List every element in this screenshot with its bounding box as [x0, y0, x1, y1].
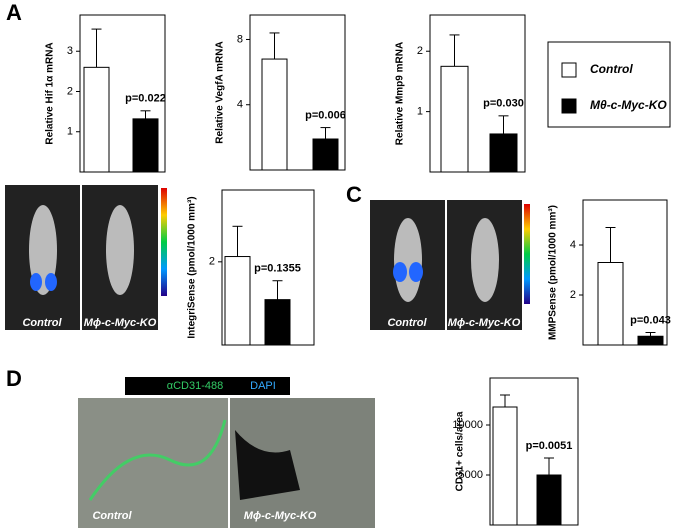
- y-tick-label: 2: [417, 45, 423, 57]
- bar: [637, 335, 664, 346]
- bar: [261, 58, 288, 171]
- bar: [440, 65, 469, 173]
- bar: [224, 256, 251, 346]
- y-axis-label: CD31+ cells/area: [455, 411, 466, 491]
- y-axis-label: Relative Hif 1α mRNA: [45, 42, 56, 144]
- p-value: p=0.043: [630, 314, 671, 326]
- y-tick-label: 1: [417, 106, 423, 118]
- y-tick-label: 8: [237, 33, 243, 45]
- mouse: [394, 218, 422, 302]
- plot-frame: [582, 199, 668, 346]
- y-tick-label: 10000: [452, 419, 483, 431]
- dark-region: [235, 430, 300, 500]
- bar: [492, 406, 518, 526]
- bar: [597, 262, 624, 346]
- plot-frame: [429, 14, 526, 173]
- p-value: p=0.0051: [526, 440, 573, 452]
- panel-letter: A: [6, 0, 22, 25]
- legend-box: [547, 41, 671, 128]
- bar: [312, 138, 339, 171]
- image-caption: Mϕ-c-Myc-KO: [244, 510, 317, 522]
- signal: [30, 273, 42, 291]
- mouse: [29, 205, 57, 295]
- bar: [132, 118, 159, 173]
- plot-frame: [489, 377, 579, 526]
- panel-letter: D: [6, 366, 22, 391]
- y-axis-label: IntegriSense (pmol/1000 mm³): [187, 196, 198, 338]
- image-caption: Control: [387, 317, 427, 329]
- p-value: p=0.1355: [254, 263, 301, 275]
- y-axis-label: Relative VegfA mRNA: [215, 41, 226, 143]
- signal: [409, 262, 423, 282]
- legend-label: Control: [590, 62, 633, 76]
- p-value: p=0.030: [483, 98, 524, 110]
- signal: [45, 273, 57, 291]
- color-scale: [161, 188, 167, 296]
- y-axis-label: MMPSense (pmol/1000 mm³): [548, 205, 559, 340]
- y-tick-label: 4: [237, 99, 243, 111]
- y-tick-label: 3: [67, 45, 73, 57]
- mouse: [471, 218, 499, 302]
- y-tick-label: 2: [67, 85, 73, 97]
- mouse: [106, 205, 134, 295]
- stain-label: DAPI: [250, 380, 276, 392]
- p-value: p=0.022: [125, 93, 166, 105]
- y-tick-label: 2: [209, 256, 215, 268]
- bar: [264, 299, 291, 346]
- stain-label-box: [125, 377, 290, 395]
- bar: [489, 133, 518, 173]
- legend-swatch: [561, 62, 577, 78]
- image-caption: Control: [22, 317, 62, 329]
- bar: [536, 474, 562, 526]
- bar: [83, 66, 110, 173]
- y-tick-label: 5000: [459, 469, 483, 481]
- y-tick-label: 1: [67, 126, 73, 138]
- stain-label: αCD31-488: [167, 380, 224, 392]
- image: [78, 398, 228, 528]
- image-caption: Control: [92, 510, 132, 522]
- image-caption: Mϕ-c-Myc-KO: [448, 317, 521, 329]
- legend-label: Mθ-c-Myc-KO: [590, 98, 667, 112]
- plot-frame: [249, 14, 346, 171]
- vessel: [88, 419, 227, 501]
- plot-frame: [79, 14, 166, 173]
- signal: [393, 262, 407, 282]
- y-axis-label: Relative Mmp9 mRNA: [395, 42, 406, 145]
- legend-swatch: [561, 98, 577, 114]
- image-caption: Mϕ-c-Myc-KO: [84, 317, 157, 329]
- panel-letter: C: [346, 182, 362, 207]
- y-tick-label: 2: [570, 289, 576, 301]
- y-tick-label: 4: [570, 239, 576, 251]
- color-scale: [524, 204, 530, 304]
- p-value: p=0.006: [305, 109, 346, 121]
